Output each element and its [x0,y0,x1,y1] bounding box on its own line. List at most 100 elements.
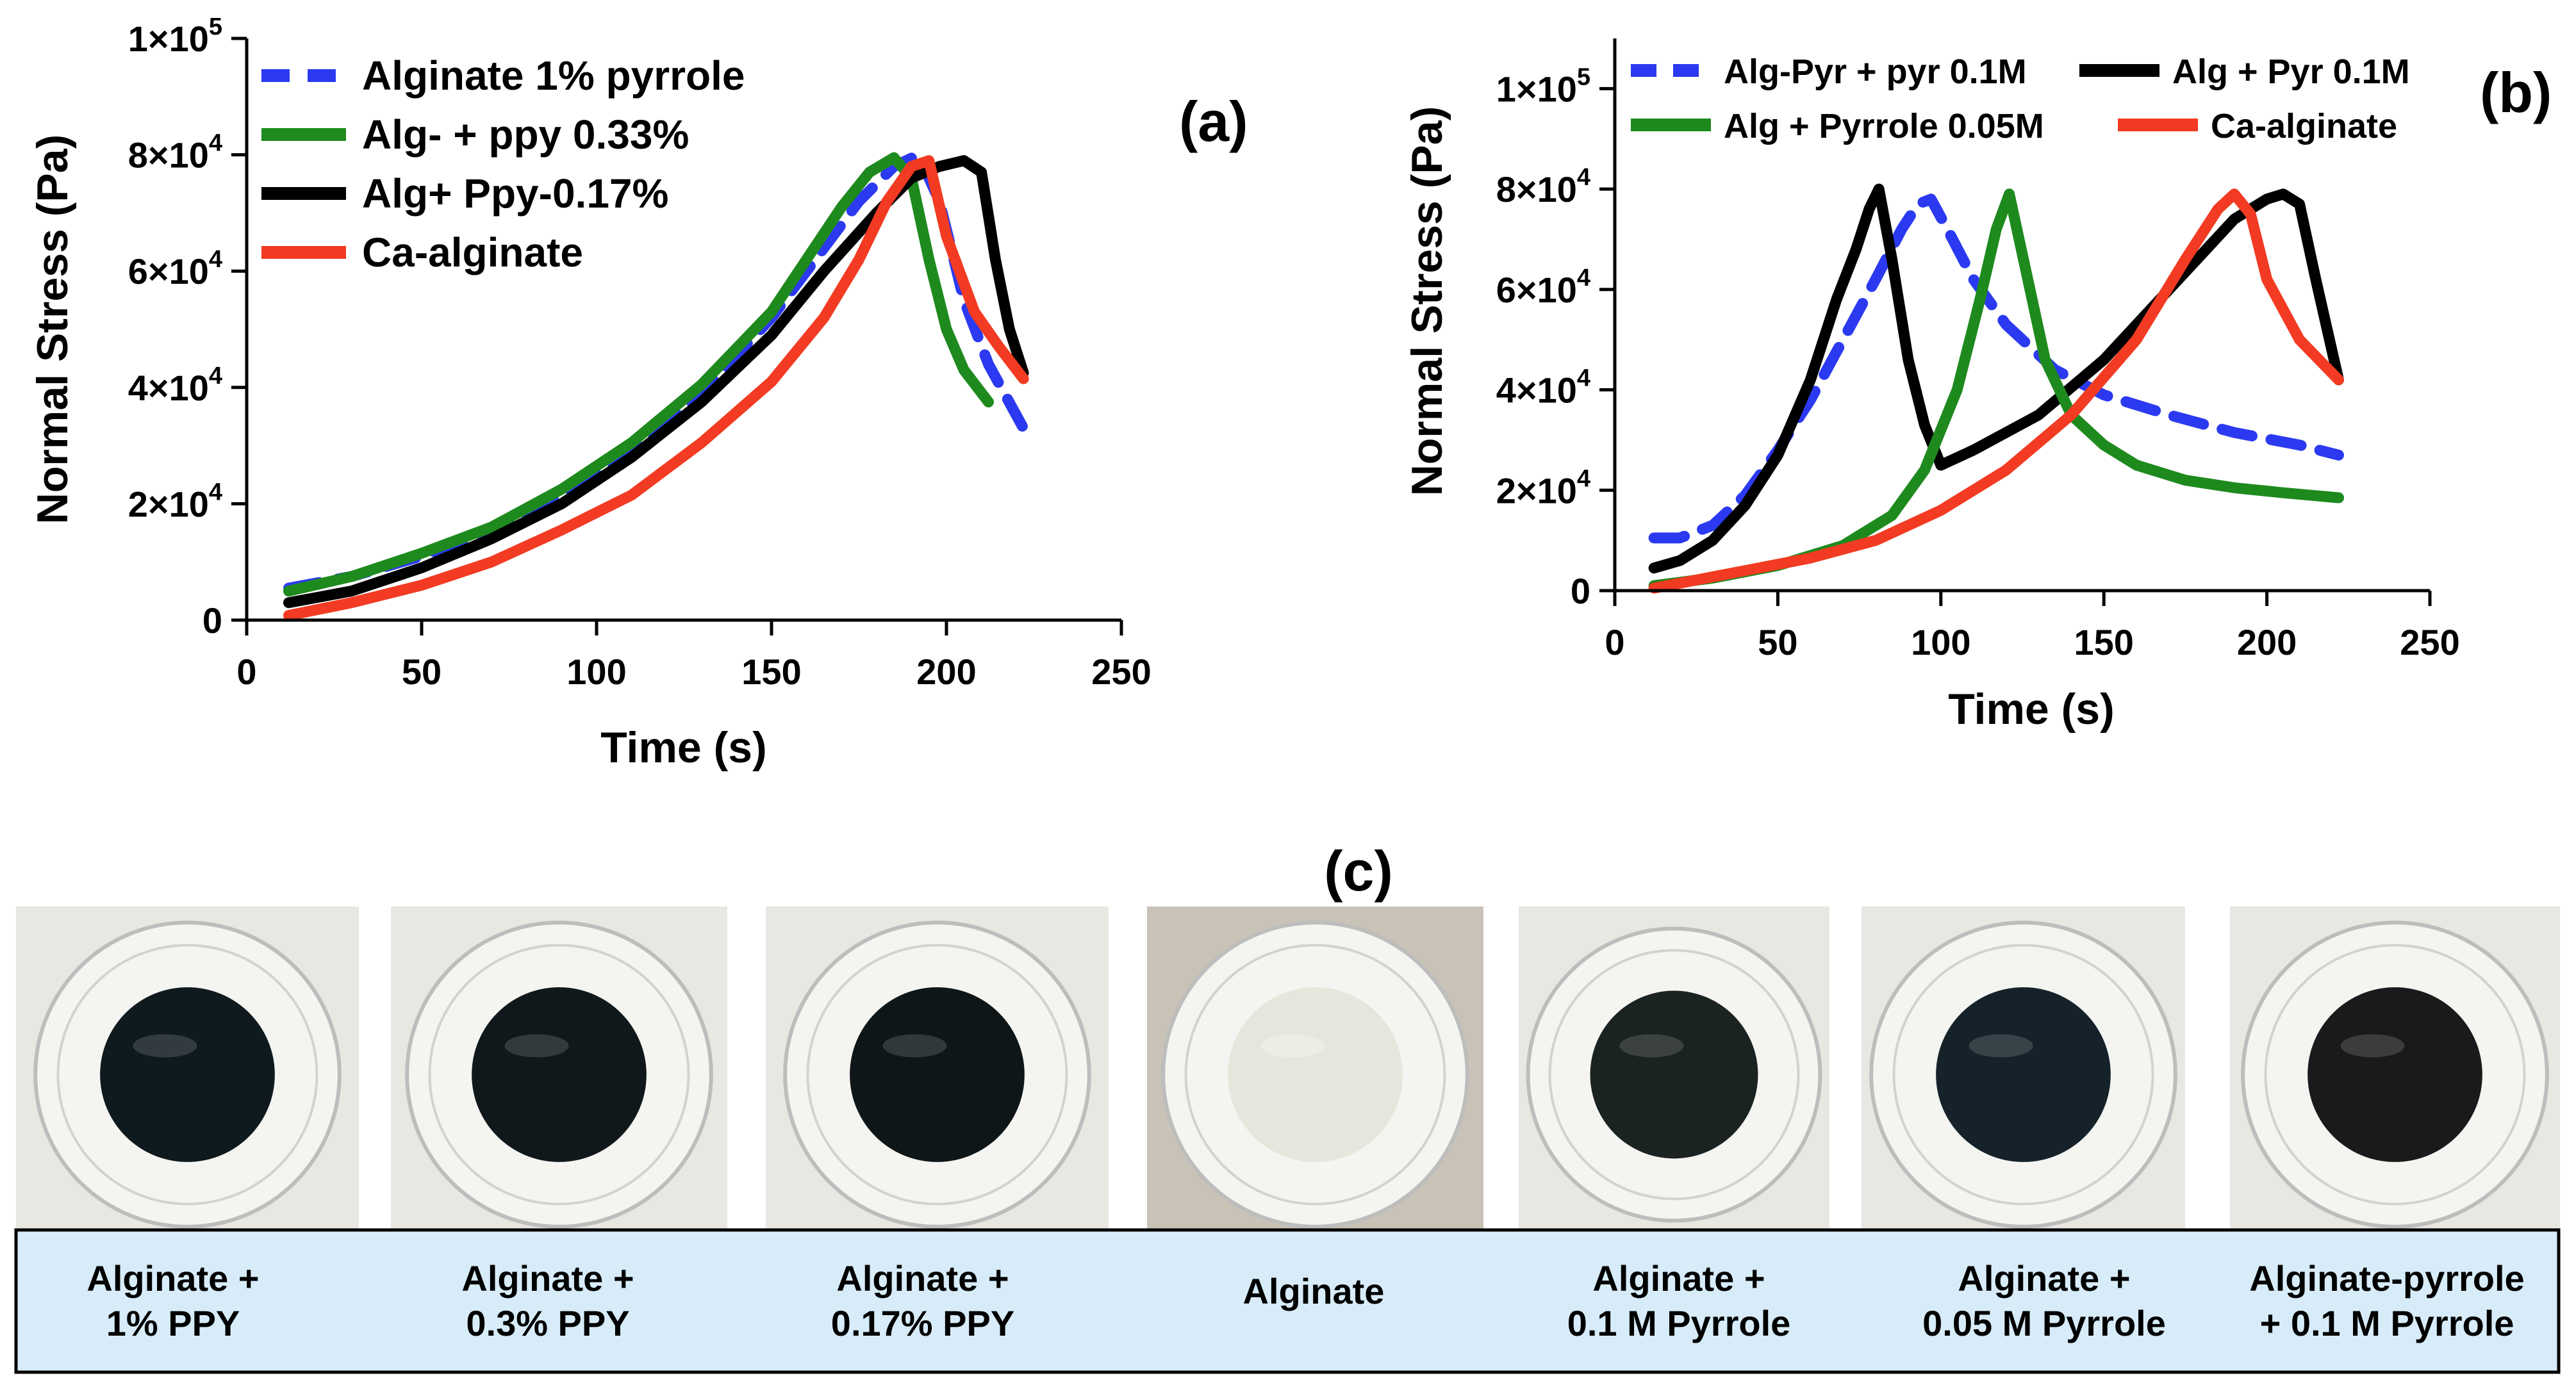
panel-a-letter: (a) [1179,90,1248,153]
x-tick-label: 100 [1911,622,1970,662]
disk-highlight [882,1034,947,1058]
legend-label: Alg + Pyr 0.1M [2172,53,2410,91]
panel-b-xlabel: Time (s) [1948,685,2114,733]
panel-b-chart: 0 50 100 150 200 250 0 2×104 4×104 6×104 8×104 1×1… [1403,38,2552,733]
panel-b-x-ticks: 0 50 100 150 200 250 [1605,591,2460,662]
panel-c-letter: (c) [1324,839,1393,903]
petri-dish-rim [56,944,318,1206]
legend-label: Alg-Pyr + pyr 0.1M [1724,53,2027,91]
hydrogel-disk [472,987,647,1162]
x-tick-label: 150 [741,652,801,692]
disk-highlight [1260,1034,1325,1058]
hydrogel-disk [100,987,275,1162]
photo-label-line2: 1% PPY [106,1303,240,1343]
series-line-alg-ppy-0-33- [283,152,994,597]
legend-label: Alg+ Ppy-0.17% [362,170,668,217]
sample-photo [16,906,359,1230]
photo-label-line1: Alginate + [1958,1258,2130,1299]
photo-label-line2: 0.3% PPY [466,1303,629,1343]
series-line-alg-pyrrole-0-05m [1648,188,2344,591]
series-line-ca-alginate [1648,188,2344,594]
y-tick-label: 0 [1571,571,1590,611]
x-tick-label: 250 [2400,622,2459,662]
y-tick-label: 6×104 [1496,265,1590,310]
hydrogel-disk [850,987,1025,1162]
series-line-ca-alginate [283,155,1029,621]
sample-photo [391,906,727,1230]
photo-label-line1: Alginate-pyrrole [2249,1258,2524,1299]
petri-dish-rim [2264,944,2526,1206]
x-tick-label: 0 [1605,622,1624,662]
x-tick-label: 50 [402,652,442,692]
panel-b-ylabel: Normal Stress (Pa) [1403,106,1451,496]
petri-dish-rim [1548,949,1800,1201]
y-tick-label: 0 [202,600,222,641]
petri-dish-rim [1892,944,2154,1206]
disk-highlight [1969,1034,2033,1058]
hydrogel-disk [1936,987,2111,1162]
sample-photo [1519,906,1829,1230]
series-line-alg-pyr-0-1m [1648,183,2344,574]
y-tick-label: 8×104 [128,130,222,176]
panel-c-label-bar [14,1228,2561,1374]
panel-a-y-ticks: 0 2×104 4×104 6×104 8×104 1×105 [128,13,247,641]
photo-label-line1: Alginate + [87,1258,259,1299]
y-tick-label: 2×104 [128,479,222,524]
photo-label-line2: 0.17% PPY [831,1303,1014,1343]
legend-label: Ca-alginate [362,229,583,275]
hydrogel-disk [1590,990,1758,1159]
sample-photo [1862,906,2185,1230]
panel-a-xlabel: Time (s) [600,723,766,772]
disk-highlight [504,1034,569,1058]
x-tick-label: 150 [2074,622,2133,662]
series-line-alg-ppy-0-17- [283,155,1029,609]
panel-b-letter: (b) [2480,61,2552,124]
hydrogel-disk [2308,987,2482,1162]
photo-label-line1: Alginate + [1592,1258,1765,1299]
sample-photo [2230,906,2560,1230]
panel-b-series-group [1648,183,2344,594]
sample-photo [766,906,1109,1230]
x-tick-label: 0 [236,652,256,692]
disk-highlight [2340,1034,2405,1058]
legend-label: Alg + Pyrrole 0.05M [1724,107,2044,145]
y-tick-label: 2×104 [1496,465,1590,511]
x-tick-label: 100 [566,652,626,692]
x-tick-label: 50 [1758,622,1797,662]
photo-label-line1: Alginate + [461,1258,634,1299]
y-tick-label: 8×104 [1496,164,1590,209]
photo-label-line2: 0.1 M Pyrrole [1567,1303,1791,1343]
sample-photo [1147,906,1483,1230]
petri-dish-rim [1184,944,1446,1206]
x-tick-label: 250 [1091,652,1151,692]
disk-highlight [133,1034,197,1058]
petri-dish-rim [428,944,690,1206]
panel-a-x-ticks: 0 50 100 150 200 250 [236,620,1152,692]
photo-label-line1: Alginate + [836,1258,1009,1299]
x-tick-label: 200 [2237,622,2297,662]
legend-label: Ca-alginate [2211,107,2397,145]
hydrogel-disk [1228,987,1403,1162]
y-tick-label: 1×105 [1496,63,1590,109]
legend-label: Alg- + ppy 0.33% [362,111,689,158]
y-tick-label: 4×104 [1496,365,1590,411]
legend-label: Alginate 1% pyrrole [362,53,745,99]
panel-b-legend: Alg-Pyr + pyr 0.1M Alg + Pyr 0.1M Alg + Py… [1631,53,2410,145]
x-tick-label: 200 [916,652,976,692]
panel-a-chart: 0 50 100 150 200 250 0 2×104 4×104 6×104 8×104 1×1… [28,13,1248,772]
series-line-alginate-1-pyrrole [283,149,1029,594]
photo-label-line1: Alginate [1243,1271,1385,1311]
y-tick-label: 1×105 [128,13,222,59]
photo-label-line2: + 0.1 M Pyrrole [2260,1303,2514,1343]
photo-label-line2: 0.05 M Pyrrole [1922,1303,2166,1343]
panel-b-y-ticks: 0 2×104 4×104 6×104 8×104 1×105 [1496,63,1615,611]
petri-dish-rim [806,944,1068,1206]
panel-a-ylabel: Normal Stress (Pa) [28,135,77,524]
y-tick-label: 4×104 [128,363,222,408]
panel-a-series-group [283,149,1029,621]
panel-a-legend: Alginate 1% pyrrole Alg- + ppy 0.33% Alg+ … [261,53,745,275]
y-tick-label: 6×104 [128,246,222,291]
disk-highlight [1619,1034,1684,1058]
